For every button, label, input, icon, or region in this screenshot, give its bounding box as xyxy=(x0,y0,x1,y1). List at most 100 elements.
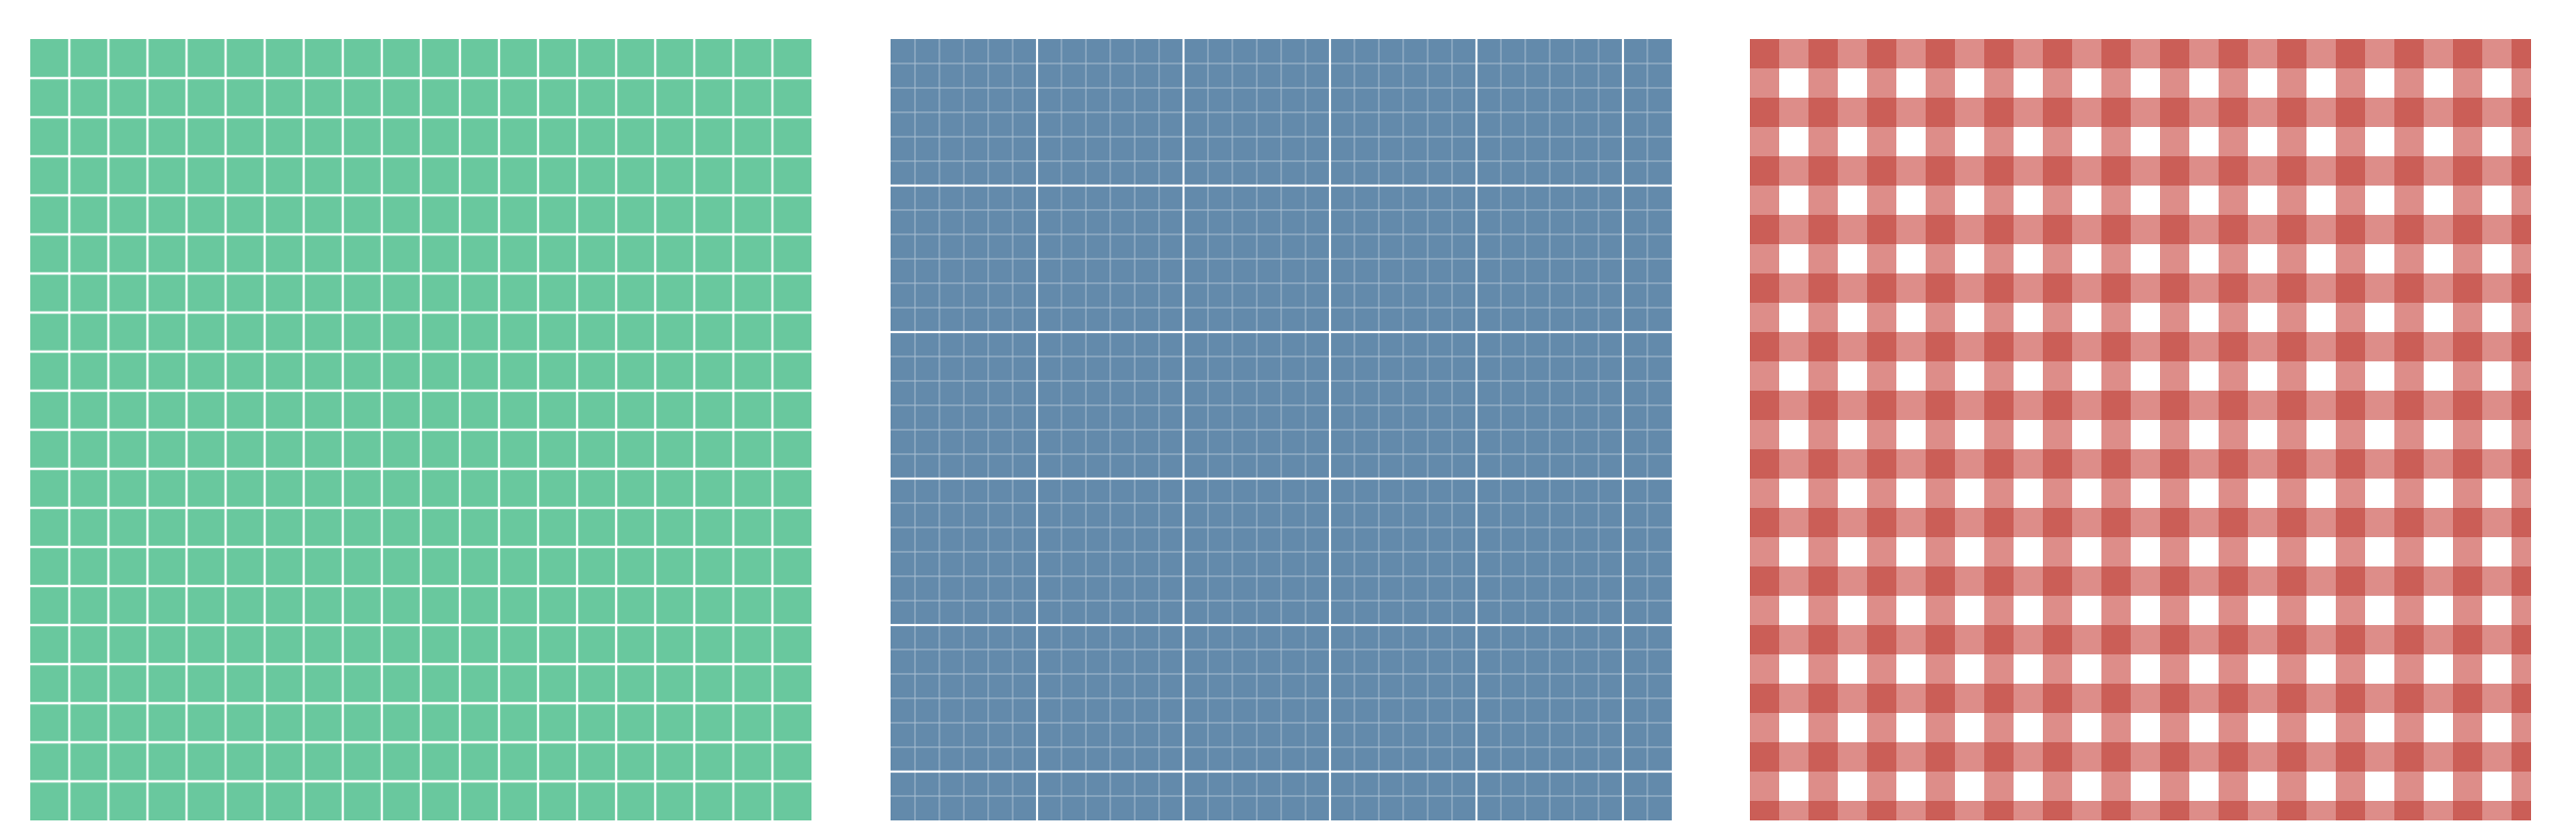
gingham-intersection xyxy=(2043,742,2072,772)
gingham-intersection xyxy=(2219,332,2248,361)
gingham-intersection xyxy=(2277,156,2306,186)
gingham-intersection xyxy=(1867,332,1896,361)
gingham-intersection xyxy=(1750,215,1779,244)
gingham-intersection xyxy=(2219,801,2248,820)
gingham-intersection xyxy=(2394,449,2424,479)
gingham-intersection xyxy=(2043,684,2072,713)
gingham-intersection xyxy=(2101,801,2131,820)
gingham-intersection xyxy=(2277,742,2306,772)
gingham-intersection xyxy=(2512,156,2531,186)
gingham-intersection xyxy=(2277,215,2306,244)
gingham-intersection xyxy=(2512,684,2531,713)
gingham-intersection xyxy=(1867,391,1896,420)
gingham-intersection xyxy=(2043,391,2072,420)
gingham-intersection xyxy=(2336,156,2365,186)
gingham-intersection xyxy=(1984,391,2014,420)
gingham-intersection xyxy=(1867,801,1896,820)
gingham-intersection xyxy=(2277,801,2306,820)
gingham-intersection xyxy=(2101,39,2131,68)
gingham-intersection xyxy=(2219,156,2248,186)
gingham-intersection xyxy=(2277,98,2306,127)
gingham-intersection xyxy=(1750,566,1779,596)
gingham-intersection xyxy=(2394,98,2424,127)
gingham-intersection xyxy=(1808,625,1838,654)
gingham-intersection xyxy=(2453,273,2482,303)
gingham-intersection xyxy=(2043,215,2072,244)
gingham-intersection xyxy=(2160,215,2189,244)
gingham-intersection xyxy=(1926,508,1955,537)
gingham-intersection xyxy=(2512,215,2531,244)
gingham-intersection xyxy=(2453,332,2482,361)
red-gingham-panel xyxy=(1750,39,2531,820)
gingham-intersection xyxy=(1750,332,1779,361)
gingham-intersection xyxy=(1984,39,2014,68)
gingham-intersection xyxy=(1808,391,1838,420)
gingham-intersection xyxy=(2277,391,2306,420)
gingham-intersection xyxy=(2453,449,2482,479)
gingham-intersection xyxy=(2101,449,2131,479)
gingham-intersection xyxy=(1750,449,1779,479)
gingham-intersection xyxy=(1926,98,1955,127)
gingham-intersection xyxy=(2277,39,2306,68)
gingham-intersection xyxy=(1984,801,2014,820)
gingham-intersection xyxy=(1867,156,1896,186)
gingham-intersection xyxy=(2394,273,2424,303)
gingham-intersection xyxy=(2336,273,2365,303)
gingham-intersection xyxy=(1926,684,1955,713)
gingham-intersection xyxy=(2043,332,2072,361)
gingham-intersection xyxy=(1750,391,1779,420)
gingham-intersection xyxy=(1750,39,1779,68)
gingham-intersection xyxy=(1926,449,1955,479)
gingham-intersection xyxy=(1926,273,1955,303)
gingham-intersection xyxy=(2394,566,2424,596)
gingham-intersection xyxy=(2336,742,2365,772)
gingham-intersection xyxy=(1867,449,1896,479)
gingham-intersection xyxy=(2453,391,2482,420)
gingham-intersection xyxy=(2101,508,2131,537)
gingham-intersection xyxy=(2219,215,2248,244)
gingham-intersection xyxy=(2336,566,2365,596)
gingham-intersection xyxy=(2219,566,2248,596)
gingham-intersection xyxy=(2512,332,2531,361)
gingham-intersection xyxy=(2394,156,2424,186)
gingham-intersection xyxy=(2219,391,2248,420)
gingham-intersection xyxy=(2101,566,2131,596)
gingham-intersection xyxy=(2277,332,2306,361)
gingham-intersection xyxy=(2277,625,2306,654)
gingham-intersection xyxy=(1984,742,2014,772)
gingham-intersection xyxy=(1926,625,1955,654)
blue-graph-paper-panel xyxy=(891,39,1672,820)
gingham-intersection xyxy=(1926,742,1955,772)
gingham-intersection xyxy=(2512,742,2531,772)
gingham-intersection xyxy=(2101,98,2131,127)
gingham-intersection xyxy=(2394,332,2424,361)
gingham-intersection xyxy=(1808,273,1838,303)
green-grid-pattern xyxy=(30,39,811,820)
gingham-intersection xyxy=(2394,39,2424,68)
gingham-intersection xyxy=(2160,273,2189,303)
gingham-intersection xyxy=(2043,449,2072,479)
gingham-intersection xyxy=(1750,508,1779,537)
gingham-intersection xyxy=(2512,508,2531,537)
gingham-intersection xyxy=(2336,508,2365,537)
gingham-intersection xyxy=(1867,39,1896,68)
gingham-intersection xyxy=(2336,98,2365,127)
gingham-intersection xyxy=(2043,566,2072,596)
gingham-intersection xyxy=(2453,98,2482,127)
gingham-intersection xyxy=(2043,98,2072,127)
red-gingham-pattern xyxy=(1750,39,2531,820)
gingham-intersection xyxy=(2160,39,2189,68)
gingham-intersection xyxy=(2277,273,2306,303)
gingham-intersection xyxy=(2453,508,2482,537)
gingham-intersection xyxy=(2219,625,2248,654)
gingham-intersection xyxy=(1984,508,2014,537)
gingham-intersection xyxy=(2219,508,2248,537)
gingham-intersection xyxy=(2219,39,2248,68)
gingham-intersection xyxy=(2219,273,2248,303)
gingham-intersection xyxy=(2160,801,2189,820)
gingham-intersection xyxy=(2336,332,2365,361)
gingham-intersection xyxy=(1984,684,2014,713)
gingham-intersection xyxy=(2101,391,2131,420)
gingham-intersection xyxy=(2453,625,2482,654)
gingham-intersection xyxy=(1808,332,1838,361)
